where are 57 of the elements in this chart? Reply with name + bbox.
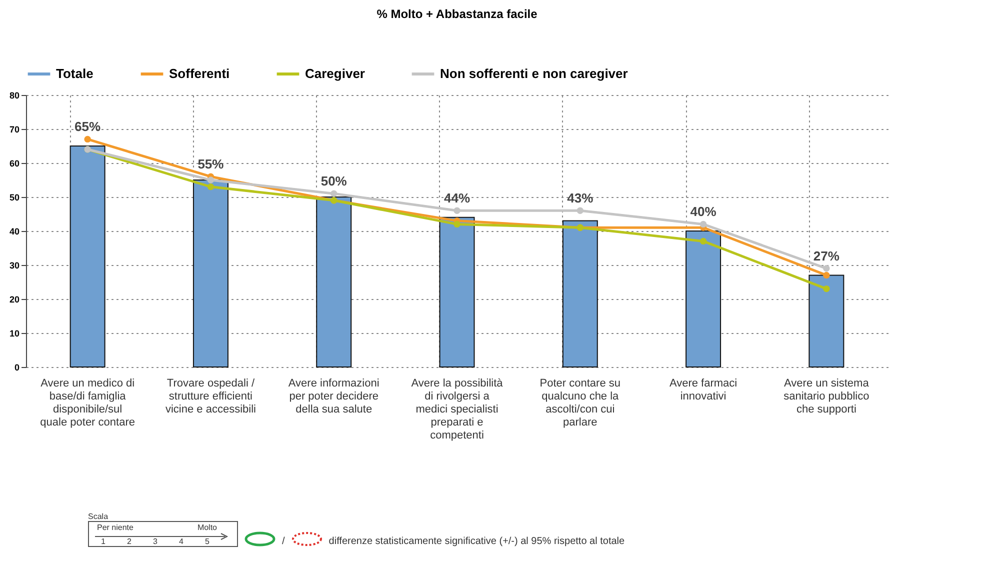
x-tick-label: Avere informazioni per poter decidere della sua salute bbox=[288, 378, 380, 416]
text: 1 bbox=[101, 537, 106, 546]
data-label: 55% bbox=[198, 156, 224, 172]
text: Per niente bbox=[97, 523, 134, 532]
y-tick-label: 10 bbox=[9, 328, 20, 338]
bar bbox=[562, 220, 598, 368]
text: 2 bbox=[127, 537, 132, 546]
x-tick-label: Avere farmaci innovativi bbox=[669, 378, 738, 402]
legend-label: Non sofferenti e non caregiver bbox=[440, 66, 628, 81]
y-tick-label: 60 bbox=[9, 158, 20, 168]
data-label: 43% bbox=[567, 190, 594, 206]
x-tick-label: Avere un medico di base/di famiglia disponibile/sul quale poter contare bbox=[40, 378, 135, 428]
text: / bbox=[282, 536, 285, 547]
bar bbox=[316, 196, 352, 368]
text: differenze statisticamente significative (+/-) al 95% rispetto al totale bbox=[328, 536, 625, 547]
chart-title: % Molto + Abbastanza facile bbox=[376, 7, 538, 21]
point bbox=[330, 190, 338, 197]
point bbox=[823, 285, 830, 292]
text: Scala bbox=[88, 512, 110, 521]
data-label: 40% bbox=[690, 204, 717, 220]
bar bbox=[70, 146, 106, 368]
text: 5 bbox=[205, 537, 210, 546]
bar bbox=[192, 180, 228, 368]
y-tick-label: 80 bbox=[9, 90, 20, 100]
text: 3 bbox=[153, 537, 158, 546]
point bbox=[84, 136, 91, 143]
y-tick-label: 50 bbox=[9, 192, 20, 202]
legend-label: Totale bbox=[56, 66, 94, 81]
data-label: 65% bbox=[74, 119, 102, 134]
point bbox=[207, 183, 214, 190]
data-label: 44% bbox=[444, 190, 470, 206]
point bbox=[576, 207, 584, 214]
point bbox=[454, 220, 460, 228]
point bbox=[207, 176, 214, 184]
text: 4 bbox=[179, 537, 184, 546]
bar bbox=[439, 216, 475, 368]
x-tick-label: Trovare ospedali / strutture efficienti vicine e accessibili bbox=[165, 378, 256, 416]
text: Molto bbox=[197, 523, 217, 532]
point bbox=[823, 265, 830, 272]
data-label: 27% bbox=[813, 248, 840, 264]
legend-label: Caregiver bbox=[305, 66, 365, 81]
y-tick-label: 40 bbox=[9, 226, 20, 236]
y-tick-label: 70 bbox=[9, 124, 20, 134]
y-tick-label: 20 bbox=[9, 294, 20, 304]
y-tick-label: 30 bbox=[9, 260, 20, 270]
point bbox=[823, 272, 830, 279]
x-tick-label: Avere la possibilità di rivolgersi a medici specialisti preparati e competenti bbox=[411, 378, 504, 442]
x-tick-label: Avere un sistema sanitario pubblico che supporti bbox=[784, 378, 870, 416]
y-tick-label: 0 bbox=[14, 362, 20, 372]
point bbox=[700, 238, 707, 245]
point bbox=[700, 220, 707, 228]
point bbox=[454, 207, 460, 214]
bar bbox=[686, 230, 722, 368]
bar bbox=[808, 274, 844, 368]
legend-label: Sofferenti bbox=[169, 66, 230, 81]
data-label: 50% bbox=[320, 174, 348, 189]
x-tick-label: Poter contare su qualcuno che la ascolti/con cui parlare bbox=[540, 378, 620, 428]
